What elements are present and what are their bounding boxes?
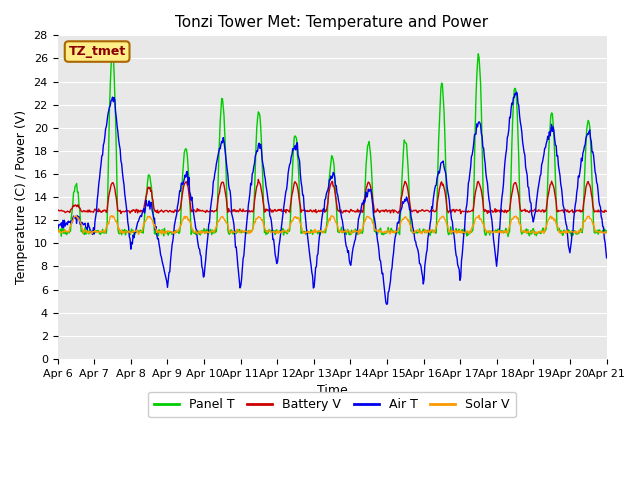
X-axis label: Time: Time: [317, 384, 348, 397]
Panel T: [121, 227, 129, 232]
Title: Tonzi Tower Met: Temperature and Power: Tonzi Tower Met: Temperature and Power: [175, 15, 488, 30]
Air T: [603, 255, 611, 261]
Air T: [513, 89, 520, 95]
Air T: [399, 200, 407, 206]
Solar V: [475, 213, 483, 218]
Battery V: [205, 209, 212, 215]
Battery V: [255, 177, 262, 182]
Air T: [176, 188, 184, 193]
Line: Air T: Air T: [58, 92, 607, 304]
Panel T: [603, 228, 611, 234]
Line: Panel T: Panel T: [58, 51, 607, 237]
Air T: [54, 222, 61, 228]
Panel T: [415, 226, 423, 232]
Solar V: [603, 229, 611, 235]
Solar V: [177, 222, 184, 228]
Line: Solar V: Solar V: [58, 216, 607, 234]
Text: TZ_tmet: TZ_tmet: [68, 45, 125, 58]
Battery V: [399, 184, 407, 190]
Air T: [120, 181, 128, 187]
Battery V: [176, 207, 184, 213]
Legend: Panel T, Battery V, Air T, Solar V: Panel T, Battery V, Air T, Solar V: [148, 392, 516, 418]
Solar V: [399, 216, 407, 222]
Air T: [383, 301, 390, 307]
Solar V: [134, 231, 142, 237]
Panel T: [63, 230, 71, 236]
Battery V: [54, 207, 61, 213]
Panel T: [399, 148, 407, 154]
Panel T: [177, 223, 184, 229]
Air T: [415, 261, 423, 266]
Battery V: [603, 208, 611, 214]
Y-axis label: Temperature (C) / Power (V): Temperature (C) / Power (V): [15, 110, 28, 284]
Battery V: [457, 211, 465, 216]
Solar V: [54, 227, 61, 233]
Solar V: [205, 230, 213, 236]
Air T: [63, 222, 71, 228]
Panel T: [504, 234, 512, 240]
Solar V: [63, 228, 71, 234]
Air T: [205, 222, 212, 228]
Battery V: [120, 209, 128, 215]
Battery V: [63, 208, 71, 214]
Battery V: [415, 208, 423, 214]
Panel T: [205, 229, 213, 235]
Solar V: [415, 228, 423, 234]
Solar V: [120, 230, 128, 236]
Panel T: [109, 48, 116, 54]
Line: Battery V: Battery V: [58, 180, 607, 214]
Panel T: [54, 226, 61, 232]
